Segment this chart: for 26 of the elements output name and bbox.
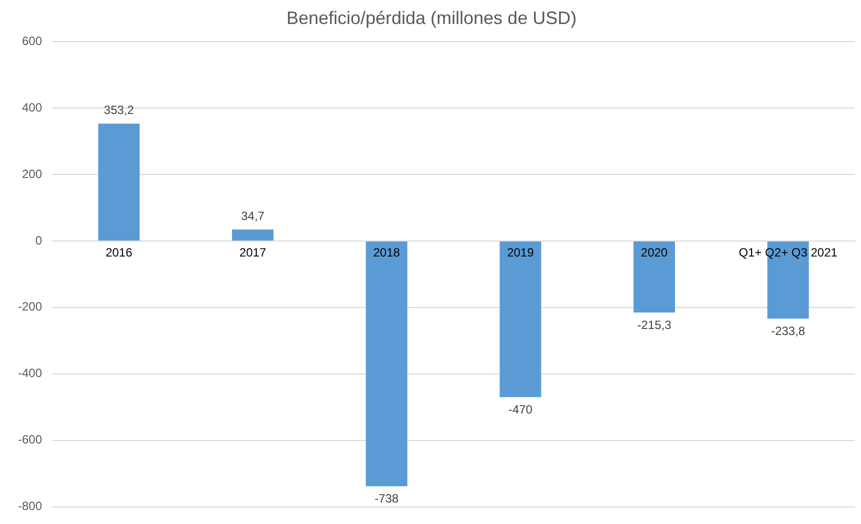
bar — [232, 229, 274, 240]
y-tick-label: -200 — [18, 300, 42, 314]
bar — [634, 241, 675, 313]
data-label: -470 — [508, 402, 533, 416]
bar — [366, 241, 408, 486]
x-tick-label: 2020 — [640, 245, 668, 260]
y-tick-label: 0 — [35, 233, 42, 248]
data-label: -215,3 — [637, 318, 672, 332]
data-label: 34,7 — [241, 208, 265, 223]
bar — [98, 124, 140, 240]
x-tick-label: 2016 — [106, 245, 133, 260]
y-tick-label: 200 — [22, 166, 42, 181]
x-tick-label: 2018 — [373, 245, 400, 260]
y-tick-label: 600 — [22, 34, 42, 48]
bar — [500, 241, 542, 398]
data-label: 353,2 — [104, 102, 134, 117]
y-tick-label: -600 — [18, 432, 42, 447]
chart-title: Beneficio/pérdida (millones de USD) — [286, 8, 577, 28]
y-tick-label: -400 — [18, 366, 42, 380]
x-tick-label: 2019 — [507, 245, 534, 260]
data-label: -738 — [374, 492, 399, 506]
bar — [767, 241, 809, 319]
y-tick-label: 400 — [22, 100, 42, 114]
x-tick-label: 2017 — [239, 245, 266, 260]
y-tick-label: -800 — [18, 499, 42, 514]
data-label: -233,8 — [771, 324, 806, 338]
